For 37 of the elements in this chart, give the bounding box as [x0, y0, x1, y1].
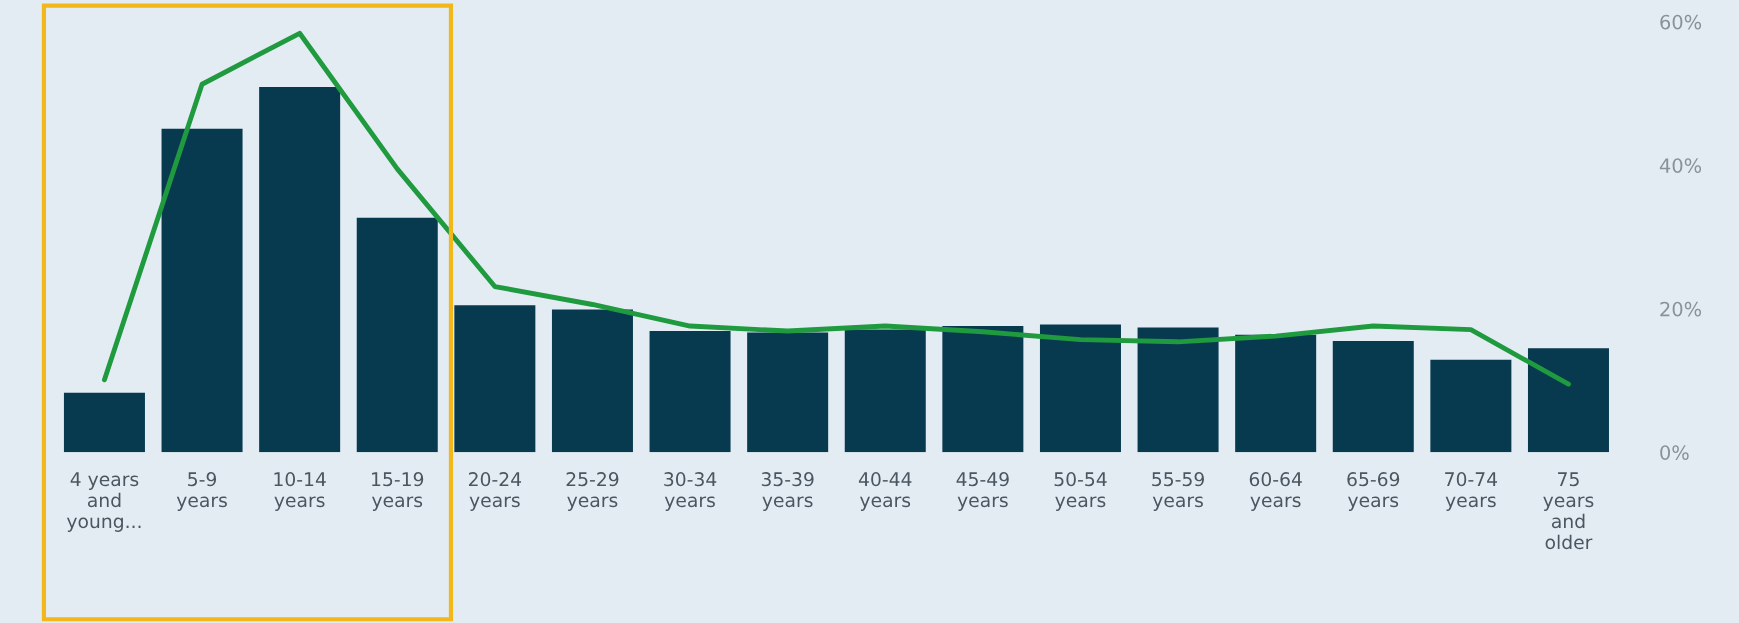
bar — [649, 331, 731, 453]
x-tick-label: 70-74 years — [1445, 472, 1498, 511]
bar — [161, 128, 243, 453]
bar — [1332, 341, 1414, 453]
x-tick-label: 15-19 years — [372, 472, 424, 511]
x-tick-label: 5-9 years — [176, 472, 227, 511]
bar — [1430, 359, 1512, 453]
x-tick-label: 65-69 years — [1347, 472, 1400, 511]
bar — [551, 309, 633, 453]
x-tick-label: 40-44 years — [858, 472, 912, 511]
bar — [356, 217, 438, 453]
bar — [63, 392, 145, 453]
bar — [942, 326, 1024, 453]
x-tick-label: 25-29 years — [566, 472, 619, 511]
bar — [1527, 348, 1609, 453]
x-tick-label: 75 years and older — [1543, 472, 1594, 550]
bar — [1039, 324, 1121, 453]
x-tick-label: 30-34 years — [664, 472, 717, 511]
x-tick-label: 35-39 years — [761, 472, 814, 511]
y-tick-label: 20% — [1660, 301, 1702, 317]
x-tick-label: 20-24 years — [468, 472, 522, 511]
y-tick-label: 60% — [1660, 14, 1702, 30]
bar — [844, 329, 926, 453]
x-tick-label: 10-14 years — [274, 472, 326, 511]
bar — [454, 305, 536, 453]
bar — [1235, 334, 1317, 453]
y-tick-label: 0% — [1660, 445, 1689, 460]
bar — [1137, 327, 1219, 453]
x-tick-label: 60-64 years — [1249, 472, 1302, 511]
x-tick-label: 45-49 years — [956, 472, 1009, 511]
line-series — [102, 30, 1571, 387]
x-tick-label: 4 years and young... — [66, 472, 141, 532]
x-tick-label: 55-59 years — [1152, 472, 1204, 511]
x-tick-label: 50-54 years — [1054, 472, 1107, 511]
bar — [747, 332, 829, 453]
y-tick-label: 40% — [1659, 158, 1702, 173]
bar — [259, 87, 341, 453]
